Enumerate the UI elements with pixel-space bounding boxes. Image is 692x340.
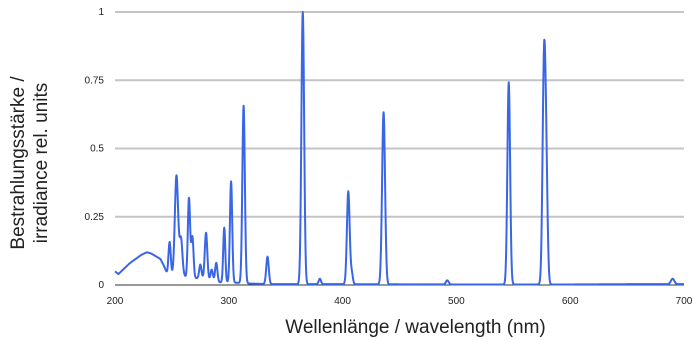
x-tick-label: 500 [448, 296, 465, 307]
y-tick-label: 0.25 [85, 212, 105, 223]
x-axis-title: Wellenlänge / wavelength (nm) [285, 317, 546, 338]
y-axis-title-line-2: irradiance rel. units [31, 83, 52, 244]
y-tick-label: 0 [98, 280, 104, 291]
x-tick-label: 700 [676, 296, 692, 307]
y-axis-title-line-1: Bestrahlungsstärke / [8, 76, 29, 250]
x-tick-label: 200 [107, 296, 124, 307]
y-tick-label: 0.5 [90, 144, 104, 155]
grid-lines [115, 11, 684, 286]
x-tick-label: 600 [562, 296, 579, 307]
spectrum-line [114, 11, 685, 286]
x-tick-label: 300 [220, 296, 237, 307]
tick-labels: 0 0.25 0.5 0.75 1 200 300 400 500 600 700 [85, 7, 692, 307]
series-area [114, 11, 685, 286]
x-tick-label: 400 [334, 296, 351, 307]
y-tick-label: 1 [98, 7, 104, 18]
y-tick-label: 0.75 [85, 75, 105, 86]
